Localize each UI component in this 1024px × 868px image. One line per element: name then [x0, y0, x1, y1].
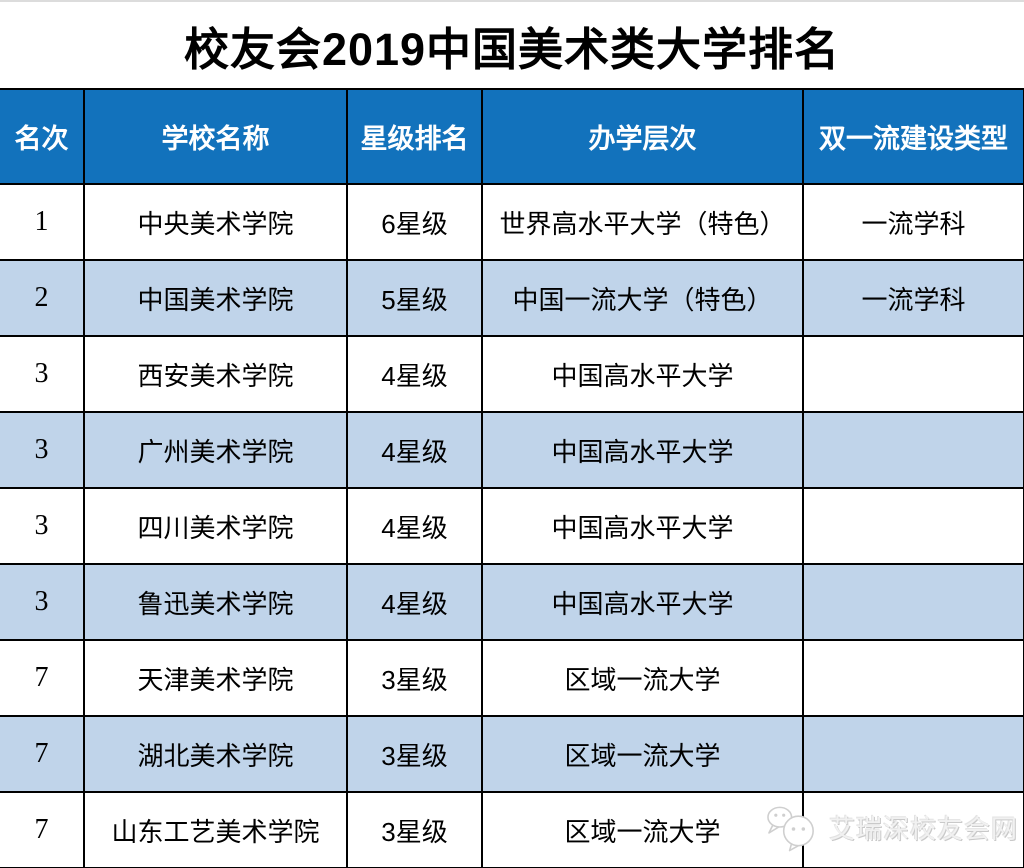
level-cell: 世界高水平大学（特色）: [481, 183, 804, 261]
table-row: 1 中央美术学院 6星级 世界高水平大学（特色） 一流学科: [0, 183, 1024, 261]
star-cell: 4星级: [346, 563, 483, 641]
school-cell: 广州美术学院: [83, 411, 348, 489]
star-cell: 5星级: [346, 259, 483, 337]
rank-cell: 3: [0, 563, 85, 641]
rank-cell: 3: [0, 335, 85, 413]
type-cell: 一流学科: [802, 259, 1024, 337]
school-cell: 西安美术学院: [83, 335, 348, 413]
rank-cell: 3: [0, 487, 85, 565]
school-cell: 四川美术学院: [83, 487, 348, 565]
table-row: 3 广州美术学院 4星级 中国高水平大学: [0, 411, 1024, 489]
rank-cell: 2: [0, 259, 85, 337]
table-row: 7 山东工艺美术学院 3星级 区域一流大学: [0, 791, 1024, 868]
school-cell: 湖北美术学院: [83, 715, 348, 793]
star-cell: 3星级: [346, 715, 483, 793]
ranking-table: 名次 学校名称 星级排名 办学层次 双一流建设类型 1 中央美术学院 6星级 世…: [0, 88, 1024, 868]
level-cell: 中国高水平大学: [481, 563, 804, 641]
star-cell: 3星级: [346, 791, 483, 868]
type-cell: [802, 487, 1024, 565]
type-cell: [802, 639, 1024, 717]
column-header-star: 星级排名: [346, 88, 483, 185]
table-row: 3 四川美术学院 4星级 中国高水平大学: [0, 487, 1024, 565]
rank-cell: 7: [0, 639, 85, 717]
column-header-level: 办学层次: [481, 88, 804, 185]
rank-cell: 1: [0, 183, 85, 261]
star-cell: 6星级: [346, 183, 483, 261]
school-cell: 中国美术学院: [83, 259, 348, 337]
column-header-school: 学校名称: [83, 88, 348, 185]
table-row: 3 西安美术学院 4星级 中国高水平大学: [0, 335, 1024, 413]
table-row: 7 天津美术学院 3星级 区域一流大学: [0, 639, 1024, 717]
type-cell: 一流学科: [802, 183, 1024, 261]
star-cell: 4星级: [346, 487, 483, 565]
table-header-row: 名次 学校名称 星级排名 办学层次 双一流建设类型: [0, 88, 1024, 185]
school-cell: 山东工艺美术学院: [83, 791, 348, 868]
type-cell: [802, 335, 1024, 413]
rank-cell: 3: [0, 411, 85, 489]
type-cell: [802, 791, 1024, 868]
table-row: 7 湖北美术学院 3星级 区域一流大学: [0, 715, 1024, 793]
level-cell: 区域一流大学: [481, 715, 804, 793]
school-cell: 中央美术学院: [83, 183, 348, 261]
column-header-rank: 名次: [0, 88, 85, 185]
school-cell: 鲁迅美术学院: [83, 563, 348, 641]
rank-cell: 7: [0, 791, 85, 868]
rank-cell: 7: [0, 715, 85, 793]
star-cell: 4星级: [346, 335, 483, 413]
table-row: 2 中国美术学院 5星级 中国一流大学（特色） 一流学科: [0, 259, 1024, 337]
type-cell: [802, 411, 1024, 489]
column-header-type: 双一流建设类型: [802, 88, 1024, 185]
level-cell: 区域一流大学: [481, 791, 804, 868]
star-cell: 4星级: [346, 411, 483, 489]
page-title: 校友会2019中国美术类大学排名: [183, 23, 841, 75]
table-row: 3 鲁迅美术学院 4星级 中国高水平大学: [0, 563, 1024, 641]
level-cell: 中国高水平大学: [481, 335, 804, 413]
school-cell: 天津美术学院: [83, 639, 348, 717]
star-cell: 3星级: [346, 639, 483, 717]
level-cell: 中国高水平大学: [481, 487, 804, 565]
level-cell: 中国一流大学（特色）: [481, 259, 804, 337]
type-cell: [802, 563, 1024, 641]
level-cell: 中国高水平大学: [481, 411, 804, 489]
level-cell: 区域一流大学: [481, 639, 804, 717]
type-cell: [802, 715, 1024, 793]
